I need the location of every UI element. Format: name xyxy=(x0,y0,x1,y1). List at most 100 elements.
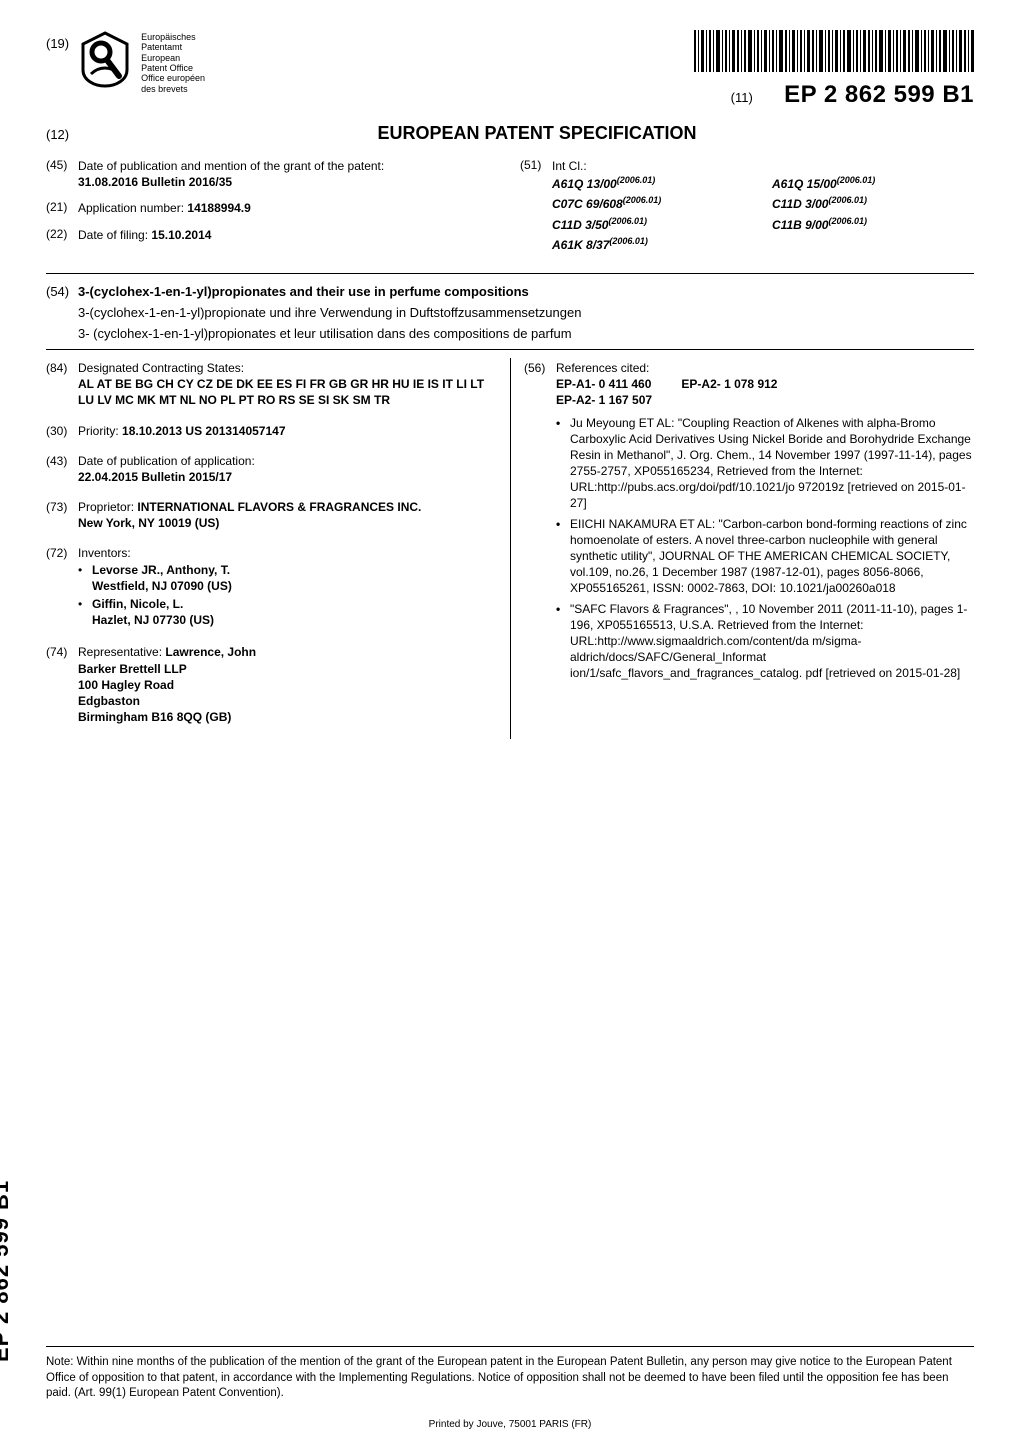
inventor-addr: Westfield, NJ 07090 (US) xyxy=(92,579,232,593)
ipc-year: (2006.01) xyxy=(608,216,647,226)
header-row: (19) Europäisches Patentamt European Pat… xyxy=(46,30,974,109)
ep-ref: EP-A2- 1 167 507 xyxy=(556,393,652,407)
label-54: (54) xyxy=(46,284,78,299)
title-en: 3-(cyclohex-1-en-1-yl)propionates and th… xyxy=(78,284,529,299)
label-56: (56) xyxy=(524,360,556,409)
inventor-addr: Hazlet, NJ 07730 (US) xyxy=(92,613,214,627)
label-21: (21) xyxy=(46,200,78,216)
two-column-body: (84) Designated Contracting States: AL A… xyxy=(46,349,974,739)
e30-label: Priority: xyxy=(78,424,119,438)
e73-name: INTERNATIONAL FLAVORS & FRAGRANCES INC. xyxy=(137,500,421,514)
inventor-list: Levorse JR., Anthony, T. Westfield, NJ 0… xyxy=(78,562,496,629)
e74-line: Barker Brettell LLP xyxy=(78,662,187,676)
ipc-year: (2006.01) xyxy=(828,216,867,226)
ipc-grid: A61Q 13/00(2006.01) A61Q 15/00(2006.01) … xyxy=(552,174,974,253)
spine-number: EP 2 862 599 B1 xyxy=(0,1180,14,1362)
inventor-item: Giffin, Nicole, L. Hazlet, NJ 07730 (US) xyxy=(78,596,496,628)
label-22: (22) xyxy=(46,227,78,243)
office-line: Patent Office xyxy=(141,63,205,73)
label-11: (11) xyxy=(731,90,753,105)
left-column: (84) Designated Contracting States: AL A… xyxy=(46,360,510,739)
printer-footer: Printed by Jouve, 75001 PARIS (FR) xyxy=(0,1419,1020,1430)
label-45: (45) xyxy=(46,158,78,190)
item-22-value: 15.10.2014 xyxy=(151,228,211,242)
divider xyxy=(46,273,974,274)
meta-right: (51) Int Cl.: A61Q 13/00(2006.01) A61Q 1… xyxy=(520,158,974,263)
label-74: (74) xyxy=(46,644,78,725)
barcode-icon xyxy=(694,30,974,72)
spec-title: EUROPEAN PATENT SPECIFICATION xyxy=(100,123,974,144)
npl-ref: EIICHI NAKAMURA ET AL: "Carbon-carbon bo… xyxy=(556,516,974,597)
e43-value: 22.04.2015 Bulletin 2015/17 xyxy=(78,470,232,484)
ipc-code: C11D 3/00 xyxy=(772,197,828,211)
spacer xyxy=(46,305,78,320)
meta-block: (45) Date of publication and mention of … xyxy=(46,158,974,263)
e56-label: References cited: xyxy=(556,361,649,375)
label-51: (51) xyxy=(520,158,552,253)
ipc-year: (2006.01) xyxy=(623,195,662,205)
label-43: (43) xyxy=(46,453,78,485)
e84-value: AL AT BE BG CH CY CZ DE DK EE ES FI FR G… xyxy=(78,377,484,407)
label-12: (12) xyxy=(46,127,100,142)
ipc-code: A61K 8/37 xyxy=(552,238,609,252)
office-line: Office européen xyxy=(141,73,205,83)
right-column: (56) References cited: EP-A1- 0 411 460 … xyxy=(510,360,974,739)
ipc-year: (2006.01) xyxy=(609,236,648,246)
label-30: (30) xyxy=(46,423,78,439)
ipc-code: C11D 3/50 xyxy=(552,218,608,232)
title-de: 3-(cyclohex-1-en-1-yl)propionate und ihr… xyxy=(78,305,581,320)
logo-block: (19) Europäisches Patentamt European Pat… xyxy=(46,30,205,94)
column-divider xyxy=(510,358,511,739)
ipc-code: A61Q 15/00 xyxy=(772,177,837,191)
item-22-label: Date of filing: xyxy=(78,228,148,242)
item-51-body: Int Cl.: A61Q 13/00(2006.01) A61Q 15/00(… xyxy=(552,158,974,253)
e74-line: 100 Hagley Road xyxy=(78,678,174,692)
e74-line: Edgbaston xyxy=(78,694,140,708)
ipc-year: (2006.01) xyxy=(828,195,867,205)
npl-ref: Ju Meyoung ET AL: "Coupling Reaction of … xyxy=(556,415,974,512)
office-line: Europäisches xyxy=(141,32,205,42)
item-21-value: 14188994.9 xyxy=(187,201,250,215)
opposition-note: Note: Within nine months of the publicat… xyxy=(46,1346,974,1402)
e30-value: 18.10.2013 US 201314057147 xyxy=(122,424,285,438)
office-names: Europäisches Patentamt European Patent O… xyxy=(141,32,205,94)
label-73: (73) xyxy=(46,499,78,531)
label-72: (72) xyxy=(46,545,78,630)
ipc-year: (2006.01) xyxy=(837,175,876,185)
e74-name: Lawrence, John xyxy=(165,645,256,659)
title-fr: 3- (cyclohex-1-en-1-yl)propionates et le… xyxy=(78,326,572,341)
item-51-label: Int Cl.: xyxy=(552,159,587,173)
e84-label: Designated Contracting States: xyxy=(78,361,244,375)
item-45-value: 31.08.2016 Bulletin 2016/35 xyxy=(78,175,232,189)
barcode-block: (11) EP 2 862 599 B1 xyxy=(694,30,974,109)
inventor-item: Levorse JR., Anthony, T. Westfield, NJ 0… xyxy=(78,562,496,594)
ipc-year: (2006.01) xyxy=(617,175,656,185)
e74-line: Birmingham B16 8QQ (GB) xyxy=(78,710,231,724)
ipc-code: C07C 69/608 xyxy=(552,197,623,211)
item-22-body: Date of filing: 15.10.2014 xyxy=(78,227,500,243)
e72-label: Inventors: xyxy=(78,546,131,560)
publication-number: EP 2 862 599 B1 xyxy=(784,81,974,108)
e43-label: Date of publication of application: xyxy=(78,454,255,468)
item-21-body: Application number: 14188994.9 xyxy=(78,200,500,216)
ipc-code: A61Q 13/00 xyxy=(552,177,617,191)
spec-title-row: (12) EUROPEAN PATENT SPECIFICATION xyxy=(46,123,974,144)
item-21-label: Application number: xyxy=(78,201,184,215)
label-84: (84) xyxy=(46,360,78,409)
e73-addr: New York, NY 10019 (US) xyxy=(78,516,219,530)
ep-ref: EP-A1- 0 411 460 xyxy=(556,376,651,392)
meta-left: (45) Date of publication and mention of … xyxy=(46,158,500,263)
label-19: (19) xyxy=(46,36,69,51)
item-45-body: Date of publication and mention of the g… xyxy=(78,158,500,190)
titles-block: (54) 3-(cyclohex-1-en-1-yl)propionates a… xyxy=(46,284,974,341)
e74-label: Representative: xyxy=(78,645,162,659)
e73-label: Proprietor: xyxy=(78,500,134,514)
inventor-name: Giffin, Nicole, L. xyxy=(92,597,183,611)
ep-ref: EP-A2- 1 078 912 xyxy=(681,376,777,392)
office-line: des brevets xyxy=(141,84,205,94)
inventor-name: Levorse JR., Anthony, T. xyxy=(92,563,230,577)
npl-ref: "SAFC Flavors & Fragrances", , 10 Novemb… xyxy=(556,601,974,682)
epo-logo-icon xyxy=(79,30,131,88)
publication-line: (11) EP 2 862 599 B1 xyxy=(694,81,974,109)
ipc-code: C11B 9/00 xyxy=(772,218,828,232)
